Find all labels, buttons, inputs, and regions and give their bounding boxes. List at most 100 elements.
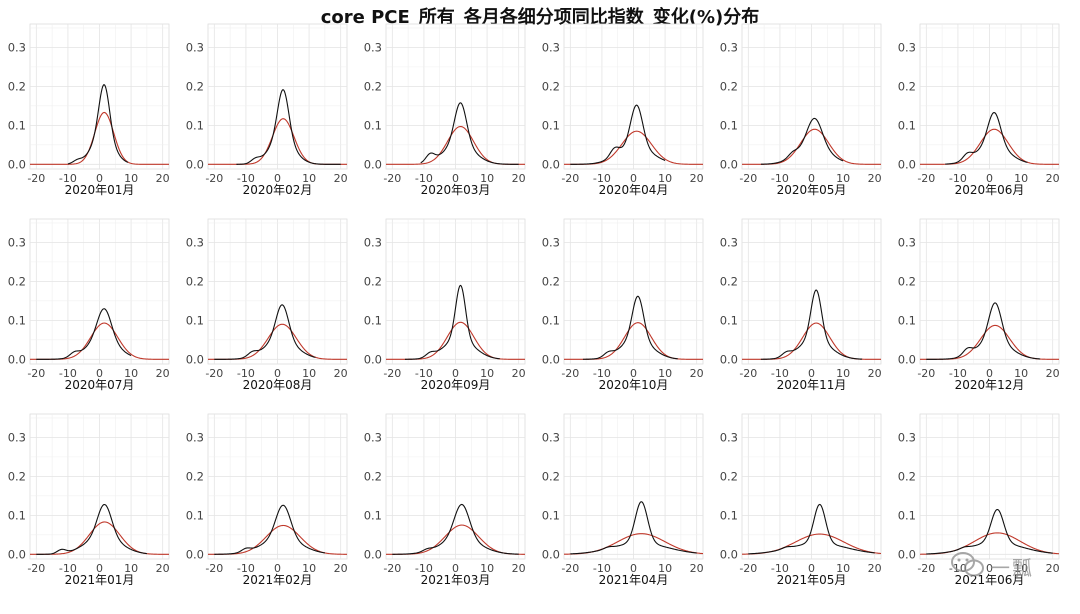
x-tick-label: 20 [156,172,170,185]
y-tick-label: 0.3 [542,235,560,249]
x-tick-label: 20 [1046,562,1060,575]
density-line [582,295,678,360]
y-tick-label: 0.0 [364,157,382,171]
x-tick-label: 10 [302,367,316,380]
y-tick-label: 0.0 [720,352,738,366]
x-tick-label: -10 [771,172,789,185]
y-tick-label: 0.0 [186,547,204,561]
x-tick-label: 20 [334,367,348,380]
y-tick-label: 0.3 [186,430,204,444]
panel-12: 0.0 0.1 0.2 0.3 -20 -10 0 10 20 2020年12月 [898,218,1060,392]
x-tick-label: -10 [415,562,433,575]
y-tick-label: 0.0 [364,352,382,366]
x-tick-label: -20 [561,367,579,380]
y-tick-label: 0.1 [364,508,382,522]
panel-8: 0.0 0.1 0.2 0.3 -20 -10 0 10 20 2020年08月 [186,218,348,392]
panel-label: 2021年06月 [955,573,1025,587]
x-tick-label: 20 [512,562,526,575]
density-line [214,304,316,360]
x-tick-label: 0 [274,172,281,185]
density-line [36,503,147,555]
y-tick-label: 0.2 [898,469,916,483]
x-tick-label: 0 [274,367,281,380]
x-tick-label: 10 [480,172,494,185]
y-tick-label: 0.2 [186,469,204,483]
x-tick-label: 0 [808,562,815,575]
y-tick-label: 0.0 [8,547,26,561]
y-tick-label: 0.3 [8,235,26,249]
x-tick-label: -20 [561,172,579,185]
panel-label: 2020年10月 [599,378,669,392]
x-tick-label: 0 [96,367,103,380]
x-tick-label: 10 [1014,172,1028,185]
y-tick-label: 0.0 [542,352,560,366]
y-tick-label: 0.1 [720,118,738,132]
panel-label: 2020年08月 [243,378,313,392]
x-tick-label: -20 [205,367,223,380]
y-tick-label: 0.2 [542,274,560,288]
y-tick-label: 0.3 [186,40,204,54]
x-tick-label: -10 [59,172,77,185]
x-tick-label: 20 [334,172,348,185]
x-tick-label: 0 [452,367,459,380]
panel-label: 2020年02月 [243,183,313,197]
density-line [67,84,129,165]
y-tick-label: 0.0 [898,547,916,561]
density-line [420,102,519,165]
y-tick-label: 0.0 [364,547,382,561]
density-line [926,508,1053,555]
panel-13: 0.0 0.1 0.2 0.3 -20 -10 0 10 20 2021年01月 [8,413,170,587]
panel-17: 0.0 0.1 0.2 0.3 -20 -10 0 10 20 2021年05月 [720,413,882,587]
y-tick-label: 0.0 [720,157,738,171]
x-tick-label: -10 [593,562,611,575]
x-tick-label: -10 [949,172,967,185]
y-tick-label: 0.3 [8,430,26,444]
x-tick-label: 20 [690,172,704,185]
y-tick-label: 0.0 [186,157,204,171]
x-tick-label: 20 [334,562,348,575]
y-tick-label: 0.1 [720,313,738,327]
panel-label: 2020年04月 [599,183,669,197]
x-tick-label: -10 [771,562,789,575]
y-tick-label: 0.1 [364,313,382,327]
density-line [404,284,500,360]
y-tick-label: 0.3 [364,430,382,444]
x-tick-label: 0 [452,172,459,185]
x-tick-label: -20 [27,367,45,380]
panel-2: 0.0 0.1 0.2 0.3 -20 -10 0 10 20 2020年02月 [186,23,348,197]
x-tick-label: -20 [383,172,401,185]
density-line [570,501,697,555]
y-tick-label: 0.1 [898,313,916,327]
y-tick-label: 0.1 [8,508,26,522]
panel-label: 2021年04月 [599,573,669,587]
y-tick-label: 0.1 [186,118,204,132]
y-tick-label: 0.2 [898,79,916,93]
y-tick-label: 0.1 [542,313,560,327]
x-tick-label: 0 [986,562,993,575]
y-tick-label: 0.3 [364,40,382,54]
watermark-text: 一瓢 [990,556,1034,580]
density-line [760,117,844,165]
y-tick-label: 0.1 [8,313,26,327]
density-line [926,302,1041,360]
y-tick-label: 0.1 [8,118,26,132]
panel-3: 0.0 0.1 0.2 0.3 -20 -10 0 10 20 2020年03月 [364,23,526,197]
y-tick-label: 0.2 [8,79,26,93]
y-tick-label: 0.0 [542,547,560,561]
x-tick-label: 10 [302,562,316,575]
density-line [36,308,132,360]
panel-label: 2020年03月 [421,183,491,197]
x-tick-label: 20 [1046,367,1060,380]
x-tick-label: 0 [986,172,993,185]
x-tick-label: -20 [205,562,223,575]
y-tick-label: 0.0 [898,157,916,171]
x-tick-label: -10 [59,562,77,575]
x-tick-label: -20 [27,562,45,575]
panel-label: 2021年03月 [421,573,491,587]
y-tick-label: 0.2 [720,79,738,93]
x-tick-label: -10 [415,172,433,185]
y-tick-label: 0.3 [364,235,382,249]
x-tick-label: -20 [739,172,757,185]
x-tick-label: 10 [302,172,316,185]
x-tick-label: 20 [868,562,882,575]
